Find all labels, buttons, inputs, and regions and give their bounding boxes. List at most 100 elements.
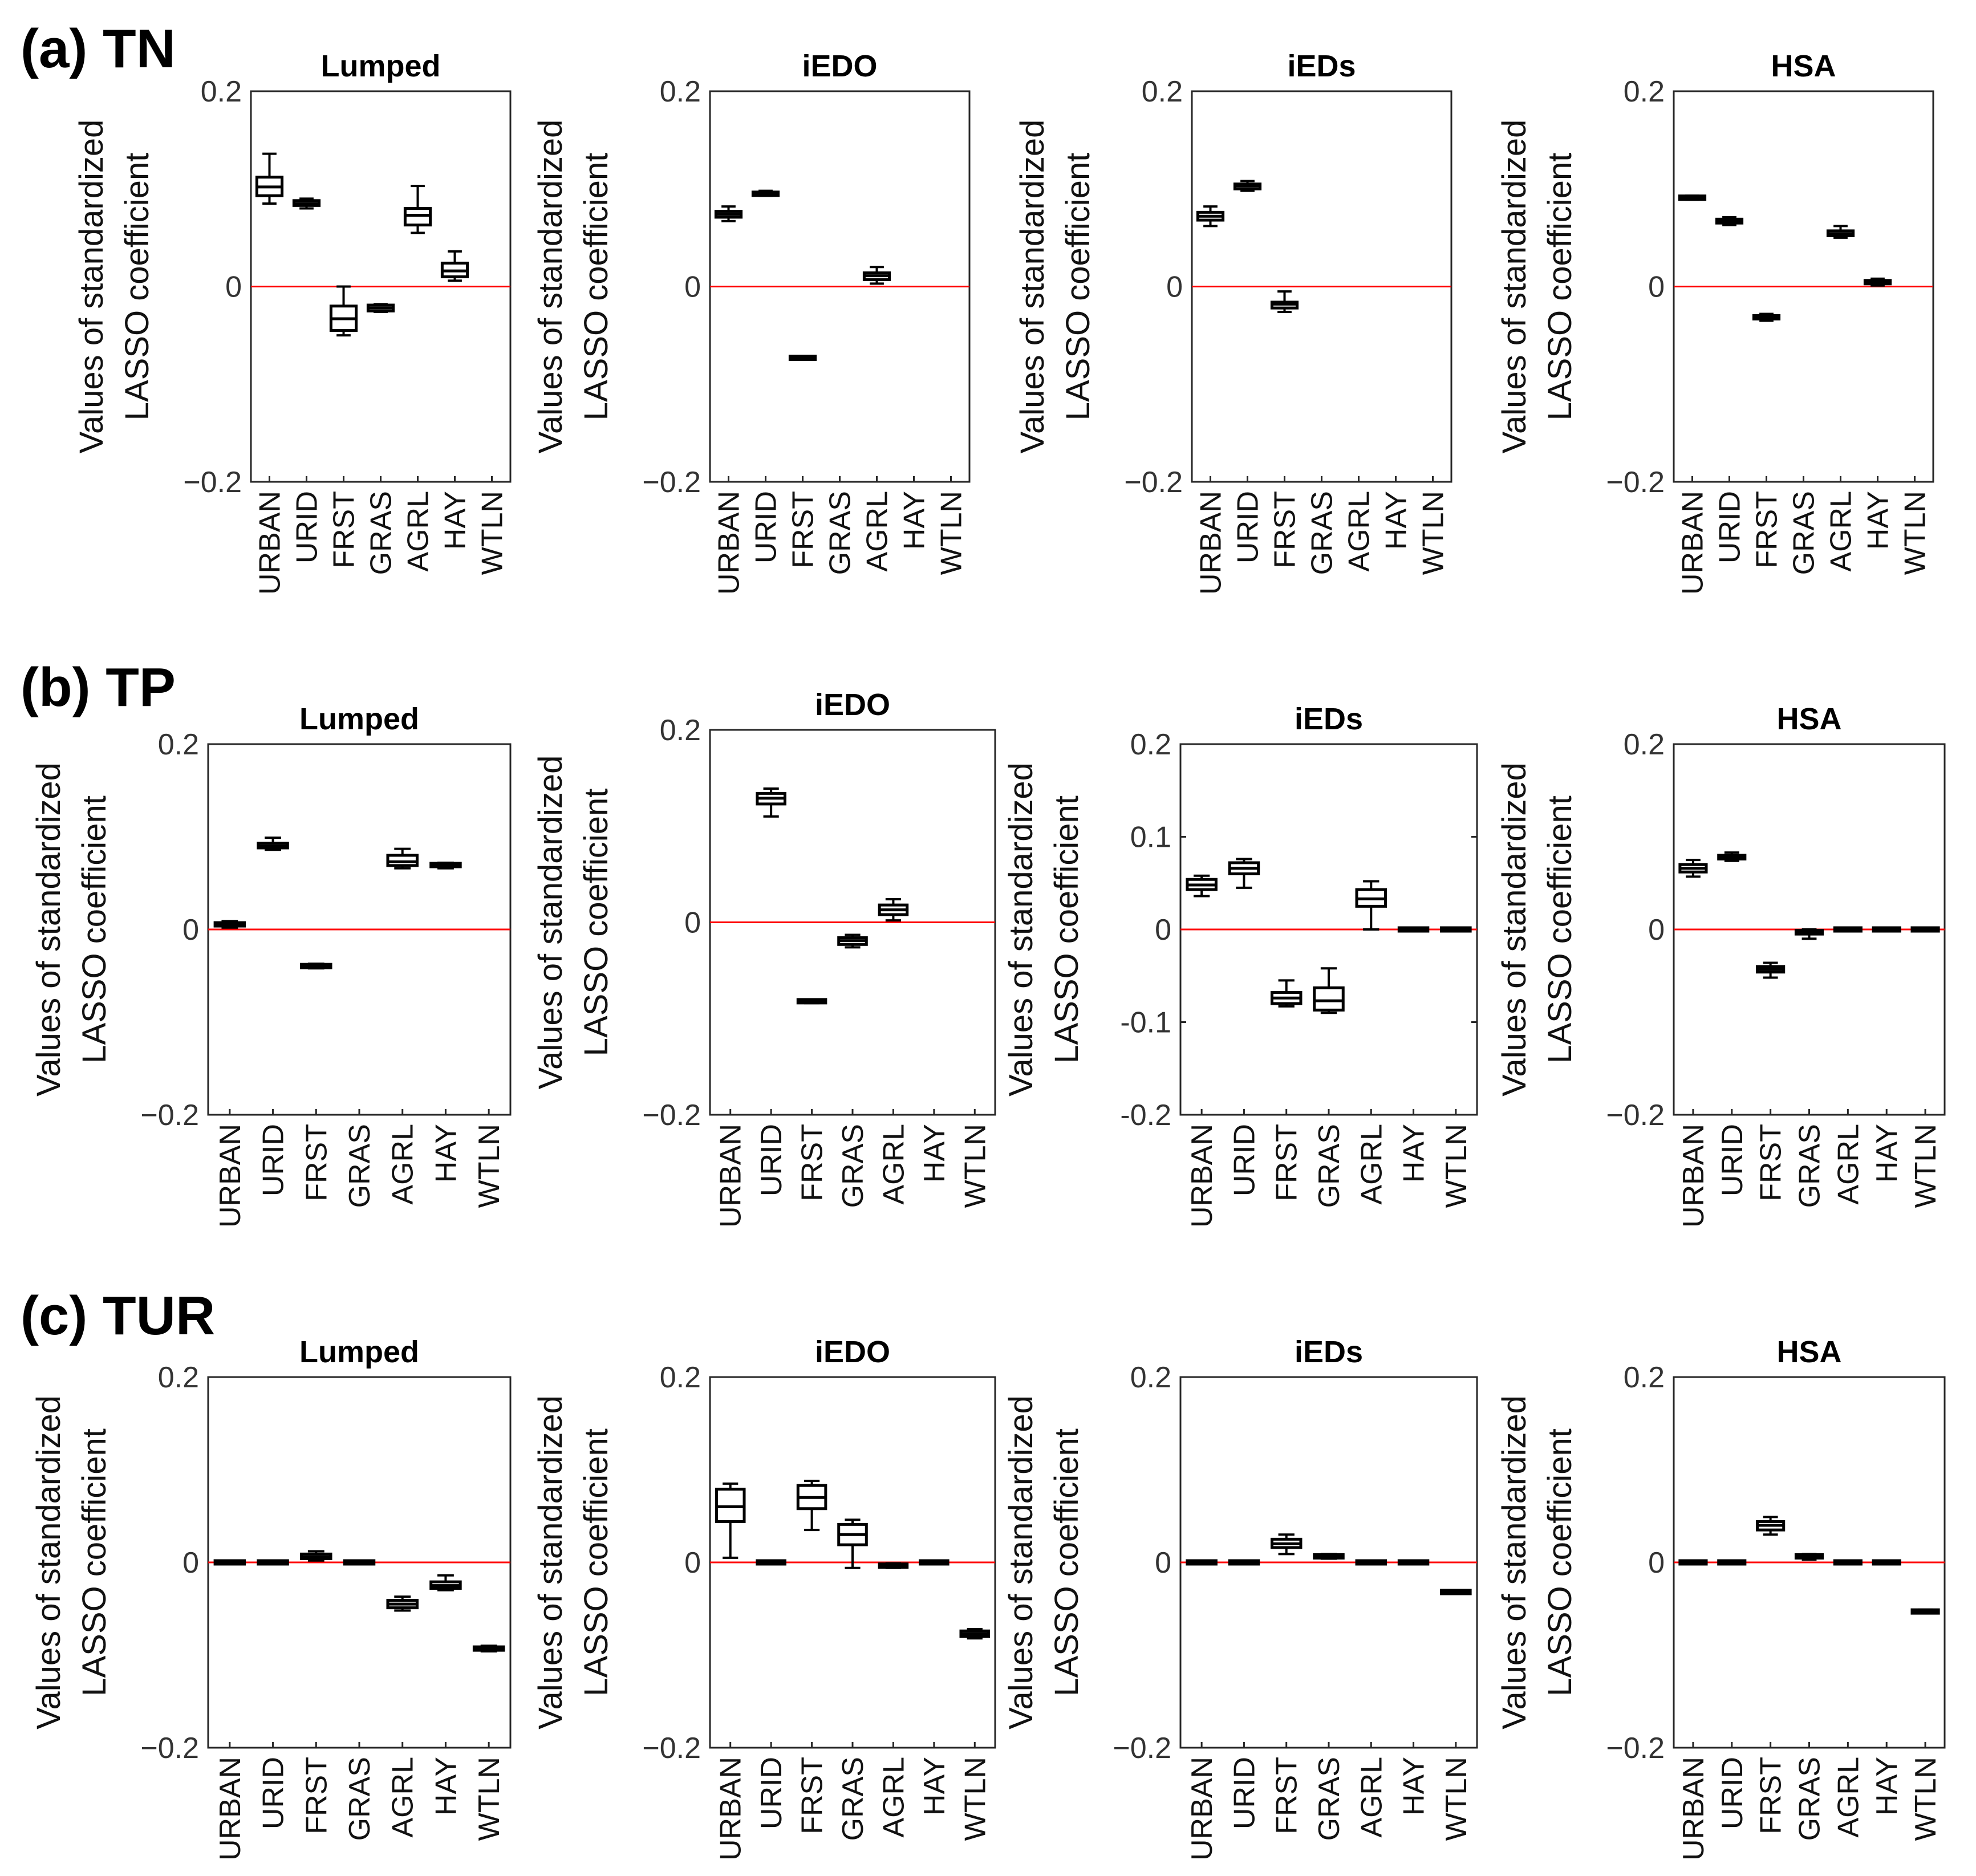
box-wtln [959, 1628, 991, 1640]
category-label: HAY [439, 491, 472, 550]
box-urid [1717, 851, 1747, 862]
box-agrl [1833, 1559, 1863, 1566]
category-label: URID [1714, 491, 1747, 563]
box-frst [1270, 290, 1299, 314]
category-label: URBAN [254, 491, 287, 595]
category-label: URID [750, 491, 783, 563]
y-tick-label: 0.2 [1142, 75, 1183, 108]
panel-title: Lumped [299, 702, 419, 736]
box-frst [1756, 1516, 1786, 1536]
category-label: HAY [1870, 1124, 1904, 1183]
category-label: URBAN [1195, 491, 1228, 595]
category-label: HAY [1870, 1757, 1904, 1816]
box-urban [714, 205, 743, 222]
y-tick-label: 0 [1648, 1546, 1665, 1579]
box-agrl [1833, 926, 1863, 933]
box-urban [1678, 194, 1707, 201]
category-label: GRAS [1306, 491, 1339, 575]
box-agrl [386, 847, 419, 870]
category-label: GRAS [1788, 491, 1821, 575]
box-agrl [878, 898, 909, 922]
panel-7: iEDs -0.2 -0.1 0 0.1 0.2 Values of standardize… [1003, 702, 1478, 1228]
panel-title: HSA [1776, 702, 1841, 736]
box-frst [788, 355, 817, 362]
box-hay [429, 862, 462, 870]
y-axis-label-line1: Values of standardized [532, 120, 569, 454]
y-tick-label: −0.2 [642, 466, 701, 499]
y-tick-label: 0.2 [1624, 75, 1665, 108]
y-tick-label: 0.2 [660, 1361, 701, 1394]
panel-title: Lumped [299, 1335, 419, 1369]
y-axis-label-line1: Values of standardized [73, 120, 110, 454]
category-label: FRST [1755, 1124, 1788, 1201]
category-label: AGRL [387, 1757, 420, 1838]
category-label: WTLN [1440, 1124, 1473, 1208]
category-label: WTLN [1899, 491, 1932, 575]
category-label: AGRL [1343, 491, 1376, 572]
y-tick-label: 0.2 [158, 728, 199, 761]
box-urid [751, 189, 780, 197]
box-agrl [403, 185, 432, 234]
box-urid [1715, 216, 1744, 226]
box-gras [1794, 928, 1824, 940]
category-label: URID [1228, 1757, 1261, 1829]
y-axis-label-line1: Values of standardized [1003, 1395, 1040, 1729]
y-axis-label-line1: Values of standardized [532, 1395, 569, 1729]
box-urban [1678, 1559, 1708, 1566]
category-label: URBAN [1186, 1757, 1219, 1861]
category-label: HAY [898, 491, 931, 550]
box-gras [1794, 1553, 1824, 1561]
box-agrl [1826, 225, 1855, 239]
box-urid [1228, 858, 1260, 889]
y-tick-label: −0.2 [1606, 1732, 1665, 1765]
y-tick-label: −0.2 [642, 1732, 701, 1765]
box-urban [1186, 1559, 1218, 1566]
box-frst [796, 998, 827, 1005]
y-axis-label-line2: LASSO coefficient [1060, 153, 1097, 421]
box-frst [1270, 979, 1303, 1008]
box-urid [1228, 1559, 1260, 1566]
y-axis-label-line2: LASSO coefficient [1541, 1428, 1579, 1696]
panel-3: iEDs −0.2 0 0.2 Values of standardized LASSO … [1014, 49, 1452, 595]
category-label: URBAN [1186, 1124, 1219, 1228]
y-axis-label-line1: Values of standardized [1496, 762, 1533, 1097]
y-axis-label-line1: Values of standardized [1496, 120, 1533, 454]
y-tick-label: 0.2 [1130, 728, 1171, 761]
panel-8: HSA −0.2 0 0.2 Values of standardized LASSO c… [1496, 702, 1946, 1228]
category-label: AGRL [402, 491, 435, 572]
category-label: URID [257, 1757, 290, 1829]
box-urban [1196, 205, 1225, 228]
y-tick-label: 0 [684, 271, 701, 304]
box-agrl [878, 1562, 909, 1569]
y-tick-label: -0.1 [1120, 1006, 1171, 1039]
category-label: GRAS [1313, 1757, 1346, 1841]
category-label: AGRL [1825, 491, 1858, 572]
y-axis-label-line2: LASSO coefficient [578, 1428, 615, 1696]
y-axis-label-line2: LASSO coefficient [1541, 153, 1579, 421]
category-label: URBAN [715, 1757, 748, 1861]
y-tick-label: -0.2 [1120, 1099, 1171, 1132]
box-urid [756, 787, 786, 818]
box-hay [1872, 926, 1901, 933]
y-tick-label: −0.2 [140, 1099, 199, 1132]
box-gras [343, 1559, 376, 1566]
category-label: URBAN [214, 1757, 247, 1861]
category-label: URID [1716, 1124, 1749, 1196]
box-hay [1397, 926, 1430, 933]
y-axis-label-line2: LASSO coefficient [1048, 795, 1085, 1063]
category-label: FRST [1271, 1757, 1304, 1834]
category-label: HAY [1862, 491, 1895, 550]
row-label-c: (c) TUR [21, 1285, 215, 1346]
category-label: URID [291, 491, 324, 563]
category-label: WTLN [959, 1757, 992, 1841]
y-tick-label: 0 [1166, 271, 1183, 304]
box-agrl [386, 1595, 419, 1612]
box-wtln [1440, 926, 1472, 933]
box-urid [756, 1559, 786, 1566]
box-frst [796, 1480, 827, 1532]
category-label: GRAS [837, 1124, 870, 1208]
category-label: GRAS [343, 1124, 376, 1208]
panel-title: iEDO [802, 49, 877, 83]
box-gras [1313, 967, 1345, 1014]
y-tick-label: 0 [182, 1546, 199, 1579]
